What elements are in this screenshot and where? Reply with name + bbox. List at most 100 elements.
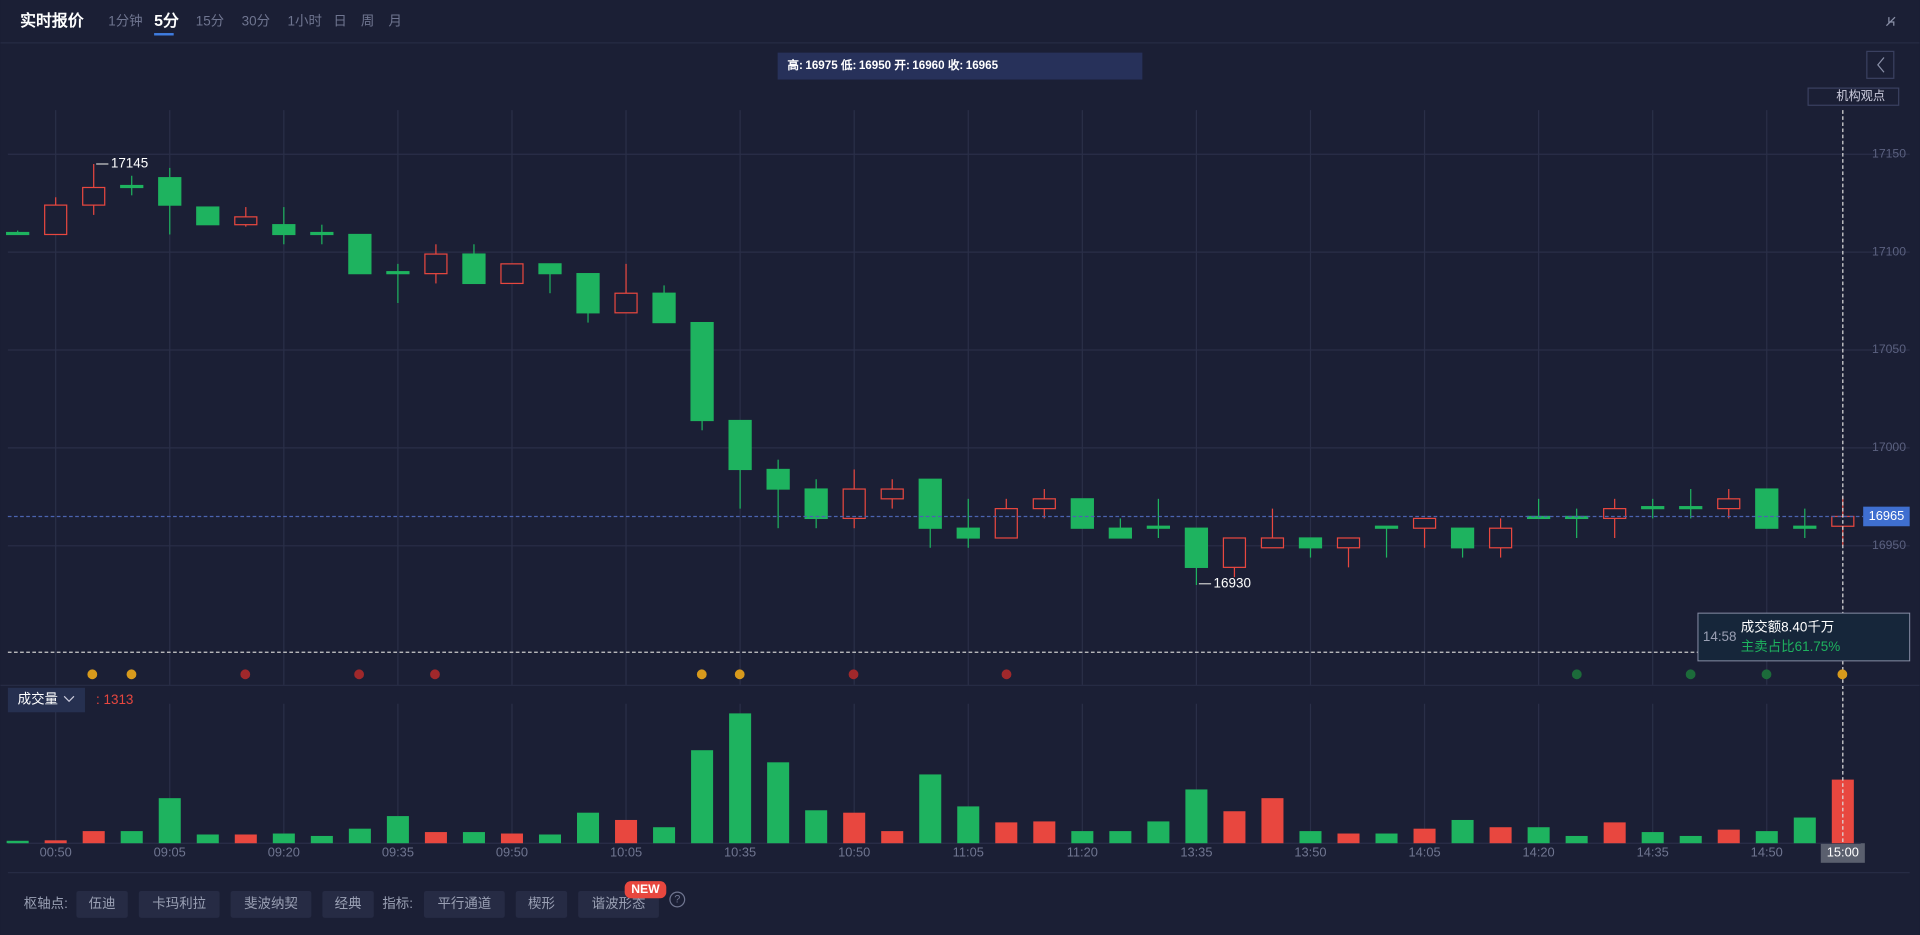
header-title: 实时报价 — [20, 11, 84, 30]
volume-bar — [6, 840, 29, 844]
candle-body — [1298, 537, 1323, 549]
help-icon[interactable] — [669, 891, 686, 908]
volume-bar — [1413, 828, 1436, 844]
volume-bar — [196, 834, 219, 844]
side-button[interactable] — [1807, 87, 1900, 106]
event-icon[interactable] — [848, 669, 859, 680]
toolbar-button[interactable] — [230, 890, 312, 918]
x-tick-label: 14:50 — [1751, 844, 1783, 859]
candle-body — [1146, 525, 1171, 529]
new-badge-label: NEW — [631, 882, 660, 896]
toolbar-button[interactable] — [76, 890, 128, 918]
candle-body — [1679, 506, 1703, 510]
volume-bar — [957, 806, 980, 844]
event-icons — [87, 669, 1848, 680]
volume-bar — [1679, 835, 1702, 844]
event-icon[interactable] — [1837, 669, 1848, 680]
event-icon[interactable] — [1571, 669, 1582, 680]
candle-body — [1641, 506, 1665, 510]
candle-body — [44, 204, 68, 236]
collapse-icon[interactable] — [1886, 16, 1896, 27]
candle-body — [158, 177, 182, 206]
event-icon[interactable] — [126, 669, 137, 680]
x-tick-label: 09:20 — [268, 844, 300, 859]
candle-body — [1450, 527, 1475, 549]
tab[interactable]: 1小时 — [288, 14, 322, 29]
side-button-label[interactable]: 机构观点 — [1836, 88, 1885, 103]
volume-bar — [691, 750, 714, 844]
candle-body — [1260, 537, 1285, 549]
volume-bar — [1755, 831, 1778, 844]
toolbar-button-label[interactable]: 卡玛利拉 — [152, 896, 206, 911]
candle-body — [804, 488, 828, 520]
toolbar-button[interactable] — [322, 890, 374, 918]
tooltip-time: 14:58 — [1703, 629, 1737, 644]
tab[interactable]: 周 — [361, 14, 374, 29]
x-tick-label: 10:05 — [610, 844, 642, 859]
volume-bar — [1603, 822, 1626, 844]
event-icon[interactable] — [1685, 669, 1696, 680]
volume-bar — [538, 834, 562, 844]
event-icon[interactable] — [430, 669, 440, 680]
tab-bar: 1分钟 5分 15分 30分 1小时日周月 — [108, 12, 402, 36]
event-icon[interactable] — [354, 669, 364, 680]
x-tick-label: 09:05 — [154, 844, 186, 859]
candle-body — [424, 253, 448, 275]
x-tick-label: 15:00 — [1827, 844, 1859, 859]
volume-selector-label[interactable]: 成交量 — [18, 691, 58, 707]
event-icon[interactable] — [1761, 669, 1772, 680]
volume-bar — [386, 816, 409, 844]
candle-body — [1374, 525, 1399, 529]
tab[interactable]: 月 — [388, 14, 401, 29]
volume-bar — [1147, 821, 1170, 844]
toolbar-button-label[interactable]: 斐波纳契 — [244, 896, 298, 911]
volume-prefix: : — [96, 692, 100, 707]
volume-bar — [1489, 827, 1512, 844]
volume-bar — [1831, 779, 1854, 844]
event-icon[interactable] — [696, 669, 707, 680]
toolbar-button-label[interactable]: 楔形 — [528, 896, 555, 911]
volume-bar — [881, 831, 904, 844]
toolbar-button-label[interactable]: 谐波形态 — [592, 896, 646, 911]
x-tick-label: 13:50 — [1294, 844, 1326, 859]
candle-body — [1793, 525, 1817, 529]
volume-current: : 1313 — [96, 692, 133, 707]
toolbar-button[interactable] — [515, 890, 568, 918]
toolbar-button-label[interactable]: 伍迪 — [89, 896, 116, 911]
tab[interactable]: 5分 — [154, 12, 179, 30]
volume-bar — [44, 840, 67, 844]
info-value: 16950 — [859, 59, 891, 72]
toolbar-button-label[interactable]: 经典 — [335, 896, 362, 911]
x-tick-label: 09:50 — [496, 844, 528, 859]
y-tick-label: 17000 — [1872, 440, 1906, 454]
help-icon-label[interactable]: ? — [674, 893, 680, 905]
event-icon[interactable] — [734, 669, 745, 680]
volume-current-value: 1313 — [103, 692, 133, 707]
back-button[interactable] — [1866, 50, 1895, 79]
candle-body — [956, 527, 980, 539]
x-tick-label: 14:20 — [1523, 844, 1555, 859]
event-icon[interactable] — [240, 669, 251, 680]
tab[interactable]: 日 — [333, 14, 346, 29]
x-tick-label: 11:05 — [953, 844, 984, 859]
volume-bar — [1109, 831, 1132, 844]
candle-body — [1412, 517, 1437, 529]
volume-selector[interactable] — [7, 687, 85, 713]
y-tick-label: 16950 — [1872, 538, 1906, 552]
toolbar-button-label[interactable]: 平行通道 — [437, 896, 491, 911]
tab[interactable]: 1分钟 — [108, 13, 142, 29]
event-icon[interactable] — [87, 669, 98, 680]
candle-body — [1032, 498, 1056, 510]
toolbar-button[interactable] — [138, 890, 220, 918]
candle-body — [1603, 508, 1627, 520]
volume-bar — [843, 812, 866, 844]
toolbar-button[interactable] — [423, 890, 505, 918]
x-tick-label: 00:50 — [40, 844, 72, 859]
tab[interactable]: 30分 — [242, 14, 270, 29]
candle-body — [1222, 537, 1247, 568]
event-icon[interactable] — [1001, 669, 1012, 680]
volume-bar — [1261, 798, 1284, 844]
tab[interactable]: 15分 — [196, 14, 224, 29]
candle-body — [500, 263, 524, 285]
